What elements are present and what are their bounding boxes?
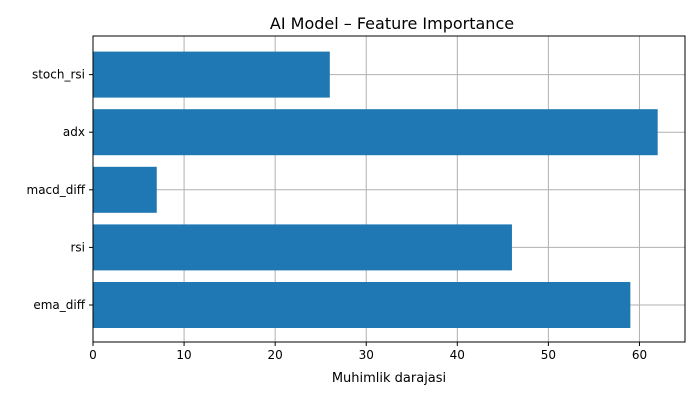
bar-ema-diff xyxy=(93,282,631,328)
x-tick-label: 20 xyxy=(268,348,283,362)
y-tick-label: adx xyxy=(63,125,85,139)
x-tick-label: 30 xyxy=(359,348,374,362)
bar-rsi xyxy=(93,224,512,271)
x-tick-label: 40 xyxy=(450,348,465,362)
bars-layer xyxy=(93,51,658,328)
y-tick-label: stoch_rsi xyxy=(32,68,85,82)
chart-title: AI Model – Feature Importance xyxy=(270,14,514,33)
bar-adx xyxy=(93,109,658,156)
x-tick-label: 60 xyxy=(632,348,647,362)
x-tick-label: 0 xyxy=(89,348,97,362)
x-tick-label: 50 xyxy=(541,348,556,362)
y-axis-ticks: ema_diff rsi macd_diff adx stoch_rsi xyxy=(27,68,93,312)
bar-macd-diff xyxy=(93,166,157,213)
bar-stoch-rsi xyxy=(93,51,330,98)
y-tick-label: rsi xyxy=(70,240,85,254)
y-tick-label: ema_diff xyxy=(33,298,85,312)
plot-frame xyxy=(92,35,686,343)
x-axis-label: Muhimlik darajasi xyxy=(332,371,446,386)
x-tick-label: 10 xyxy=(176,348,191,362)
x-axis-ticks: 0 10 20 30 40 50 60 xyxy=(89,342,647,362)
y-tick-label: macd_diff xyxy=(27,183,86,197)
